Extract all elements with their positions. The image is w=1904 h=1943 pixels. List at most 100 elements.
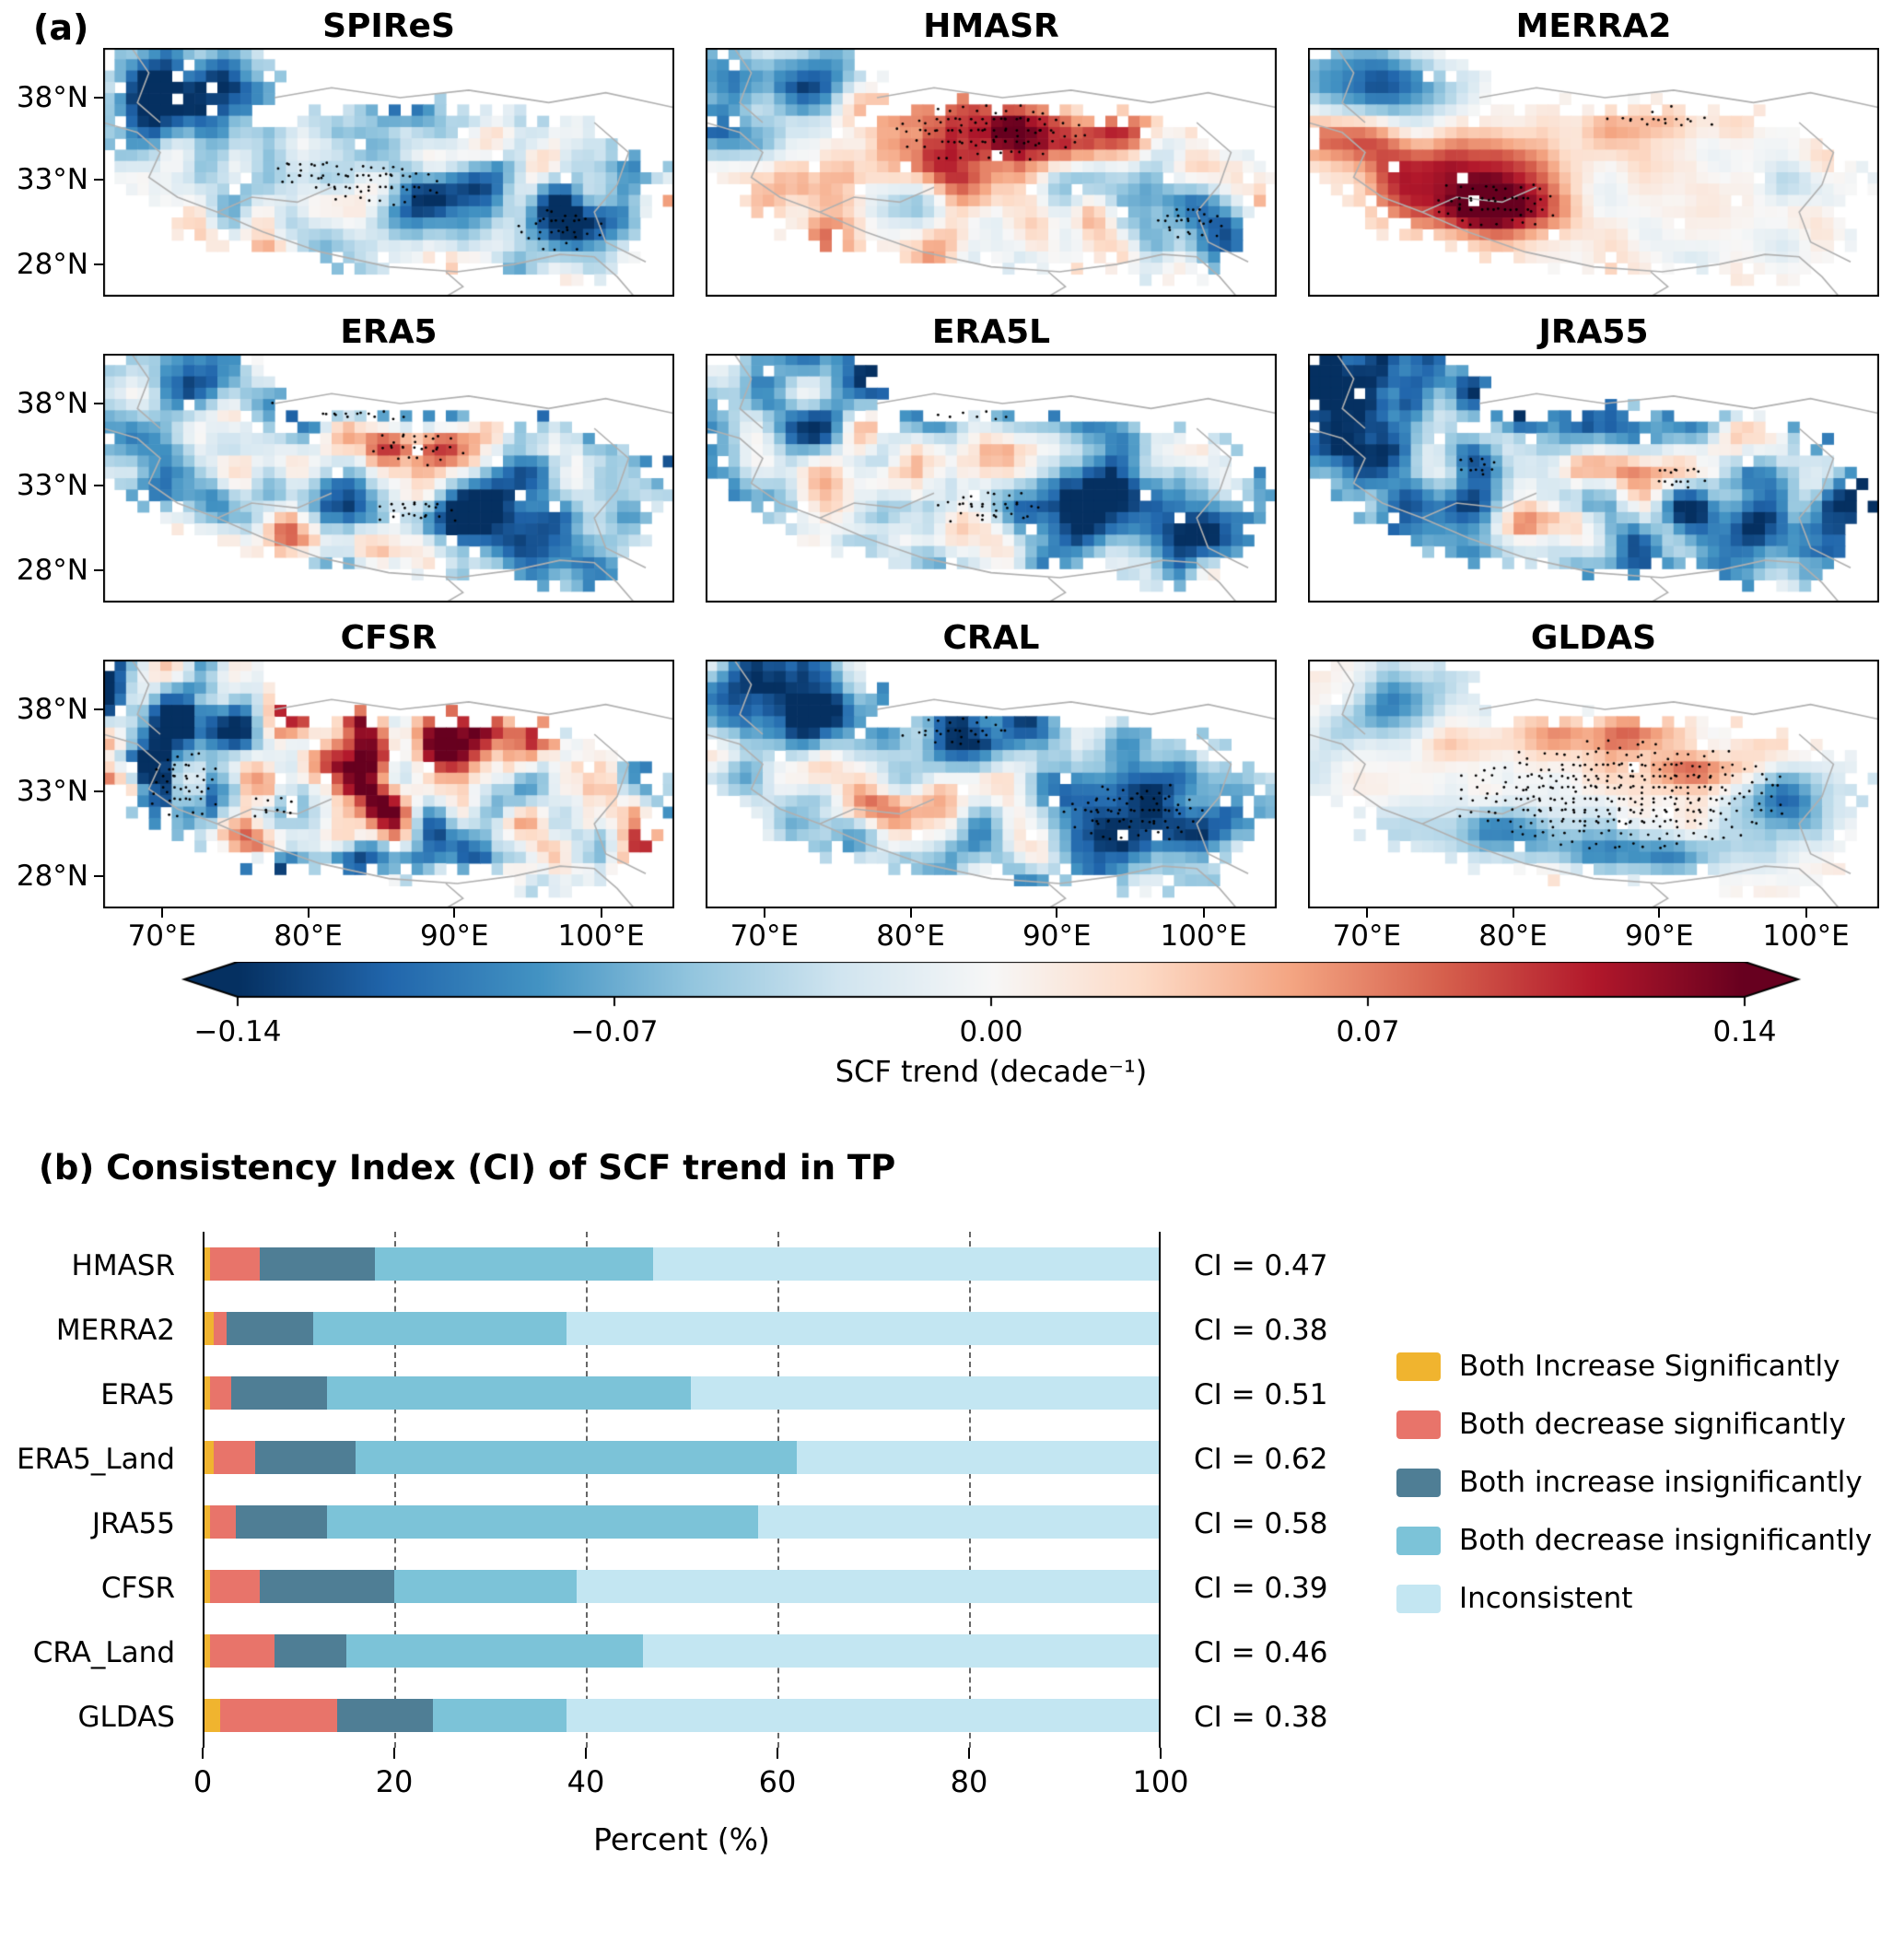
lon-tick-mark <box>1658 908 1661 918</box>
colorbar-canvas <box>181 962 1802 1010</box>
axis-tick-label: 100 <box>1132 1764 1189 1799</box>
bar-segment <box>210 1634 275 1668</box>
gridline <box>969 1232 971 1748</box>
legend-swatch <box>1396 1352 1441 1381</box>
bar-segment <box>214 1312 227 1345</box>
lon-tick-mark <box>1202 908 1205 918</box>
bar-segment <box>226 1312 313 1345</box>
bar-segment <box>203 1505 211 1539</box>
legend-swatch <box>1396 1584 1441 1613</box>
bar-segment <box>203 1376 211 1410</box>
colorbar: −0.14 −0.07 0.00 0.07 0.14 SCF trend (decade… <box>181 962 1802 1089</box>
map-title: ERA5L <box>931 313 1051 351</box>
bar-segment <box>796 1441 1161 1474</box>
panel-a-label: (a) <box>33 7 89 48</box>
bar-segment <box>210 1376 232 1410</box>
map-canvas-gldas <box>1308 660 1879 908</box>
map-panel-spires: SPIReS 38°N 33°N 28°N <box>17 6 674 297</box>
ci-value: CI = 0.39 <box>1194 1572 1328 1605</box>
lat-tick-mark <box>94 874 103 877</box>
bar-category-label: CFSR <box>100 1572 175 1605</box>
ci-value: CI = 0.46 <box>1194 1636 1328 1669</box>
lon-tick-mark <box>763 908 765 918</box>
bar-segment <box>576 1570 1161 1603</box>
lon-tick-label: 90°E <box>1022 919 1092 953</box>
ci-value: CI = 0.38 <box>1194 1701 1328 1734</box>
axis-tick-mark <box>968 1748 970 1759</box>
panel-b-title: (b) Consistency Index (CI) of SCF trend … <box>39 1148 896 1188</box>
bar-segment <box>210 1247 261 1281</box>
lon-tick-label: 80°E <box>1478 919 1548 953</box>
lon-tick-row: 70°E 80°E 90°E 100°E <box>103 908 674 953</box>
bar-category-label: ERA5 <box>100 1378 175 1411</box>
bar-segment <box>203 1312 215 1345</box>
axis-line-zero <box>203 1232 204 1748</box>
lat-tick-mark <box>94 708 103 710</box>
lon-tick-mark <box>453 908 456 918</box>
axis-tick-mark <box>202 1748 204 1759</box>
x-axis-label: Percent (%) <box>593 1821 770 1857</box>
ci-value: CI = 0.58 <box>1194 1507 1328 1540</box>
lat-tick-mark <box>94 485 103 487</box>
bar-segment <box>327 1505 759 1539</box>
ci-value: CI = 0.47 <box>1194 1249 1328 1282</box>
lat-tick-mark <box>94 403 103 404</box>
lat-tick-label: 28°N <box>16 859 88 893</box>
gridline <box>777 1232 779 1748</box>
legend-swatch <box>1396 1526 1441 1555</box>
map-frame <box>1308 48 1879 297</box>
map-title: GLDAS <box>1530 619 1657 657</box>
lat-tick-mark <box>94 179 103 181</box>
map-frame: 38°N 33°N 28°N <box>17 354 674 603</box>
ci-value: CI = 0.51 <box>1194 1378 1328 1411</box>
bar-segment <box>643 1634 1161 1668</box>
map-frame: 70°E 80°E 90°E 100°E <box>706 660 1277 953</box>
lon-tick-label: 100°E <box>1160 919 1247 953</box>
map-canvas-cral <box>706 660 1277 908</box>
bar-segment <box>393 1570 577 1603</box>
bar-segment <box>356 1441 797 1474</box>
lon-tick-mark <box>600 908 602 918</box>
lon-tick-mark <box>160 908 163 918</box>
x-axis: 0 20 40 60 80 100 <box>193 1748 1189 1814</box>
bar-row <box>203 1312 1161 1345</box>
legend-item: Both Increase Significantly <box>1396 1350 1872 1383</box>
lat-tick-mark <box>94 790 103 793</box>
lon-tick-label: 100°E <box>557 919 645 953</box>
lat-tick-mark <box>94 97 103 99</box>
bar-segment <box>260 1247 376 1281</box>
axis-line-hundred <box>1159 1232 1161 1748</box>
lon-tick-mark <box>1365 908 1368 918</box>
bar-category-labels: HMASR MERRA2 ERA5 ERA5_Land JRA55 CFSR CRA_Lan… <box>0 1232 188 1748</box>
map-title: CRAL <box>942 619 1040 657</box>
colorbar-tick-label: −0.14 <box>193 1015 282 1048</box>
gridline <box>394 1232 396 1748</box>
lon-tick-label: 100°E <box>1762 919 1850 953</box>
bar-segment <box>260 1570 394 1603</box>
lon-tick-label: 70°E <box>127 919 197 953</box>
bar-segment <box>375 1247 653 1281</box>
bar-segment <box>203 1634 211 1668</box>
bar-row <box>203 1441 1161 1474</box>
gridline <box>586 1232 588 1748</box>
panel-b: (b) Consistency Index (CI) of SCF trend … <box>0 1148 1904 1857</box>
axis-tick-mark <box>1160 1748 1162 1759</box>
map-panel-gldas: GLDAS 70°E 80°E 90°E 100°E <box>1308 617 1879 953</box>
bar-segment <box>231 1376 328 1410</box>
bar-category-label: HMASR <box>71 1249 175 1282</box>
bar-segment <box>203 1247 211 1281</box>
ci-value: CI = 0.38 <box>1194 1314 1328 1347</box>
bar-row <box>203 1699 1161 1732</box>
legend-swatch <box>1396 1410 1441 1439</box>
bar-segment <box>203 1570 211 1603</box>
map-panel-cral: CRAL 70°E 80°E 90°E 100°E <box>706 617 1277 953</box>
map-title: HMASR <box>923 7 1059 45</box>
legend-label: Both decrease significantly <box>1459 1408 1846 1441</box>
legend-item: Inconsistent <box>1396 1582 1872 1615</box>
lat-tick-label: 28°N <box>16 553 88 587</box>
bar-segment <box>274 1634 346 1668</box>
axis-tick-mark <box>777 1748 778 1759</box>
bar-segment <box>203 1441 215 1474</box>
map-frame: 38°N 33°N 28°N 70°E 80°E 90°E 100°E <box>17 660 674 953</box>
map-frame <box>706 354 1277 603</box>
